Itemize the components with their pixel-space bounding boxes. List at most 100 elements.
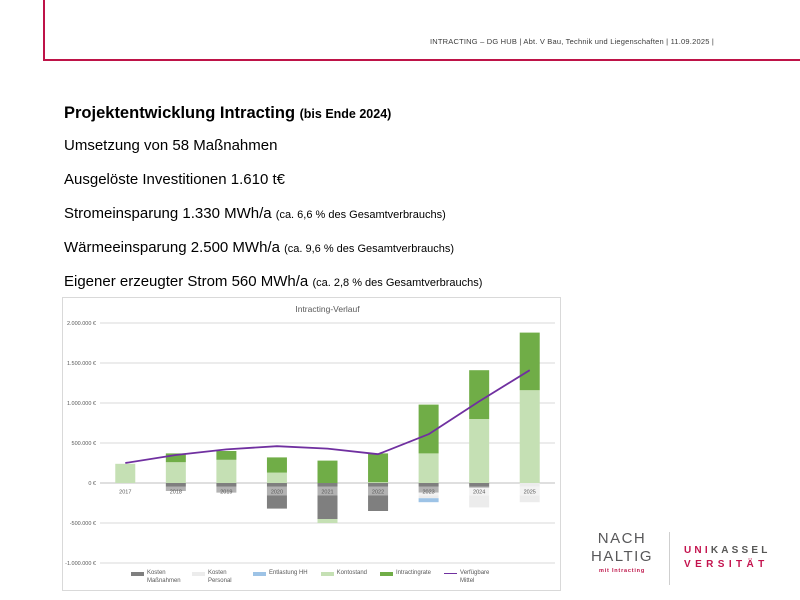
- x-tick-label: 2020: [271, 490, 283, 496]
- x-tick-label: 2022: [372, 490, 384, 496]
- x-tick-label: 2024: [473, 490, 485, 496]
- y-tick-label: -500.000 €: [70, 521, 96, 527]
- x-tick-label: 2018: [170, 490, 182, 496]
- x-label-bg: [112, 486, 139, 496]
- bar-segment: [368, 482, 389, 483]
- bar-segment: [519, 390, 540, 483]
- x-tick-label: 2025: [524, 490, 536, 496]
- y-tick-label: 2.000.000 €: [67, 321, 96, 327]
- legend-label: Kontostand: [336, 570, 367, 576]
- legend-item: Intractingrate: [380, 570, 431, 578]
- bar-segment: [216, 451, 237, 460]
- bar-segment: [368, 483, 389, 511]
- bar-segment: [317, 460, 338, 483]
- legend-label: Verfügbare Mittel: [460, 570, 490, 584]
- legend-swatch: [191, 571, 205, 576]
- page-title-suffix: (bis Ende 2024): [299, 107, 392, 121]
- y-tick-label: 1.500.000 €: [67, 361, 96, 367]
- bar-segment: [469, 483, 490, 488]
- legend-label: Kosten Maßnahmen: [146, 570, 181, 584]
- unikassel-line1: UNIKASSEL: [684, 545, 771, 556]
- x-label-bg: [365, 486, 392, 496]
- chart-canvas: 2.000.000 € 1.500.000 € 1.000.000 € 500.000…: [65, 304, 555, 567]
- bar-segment: [266, 457, 287, 473]
- x-label-bg: [162, 486, 189, 496]
- x-tick-label: 2019: [220, 490, 232, 496]
- intracting-chart: 2.000.000 € 1.500.000 € 1.000.000 € 500.000…: [62, 297, 561, 591]
- fact-note: (ca. 2,8 % des Gesamtverbrauchs): [312, 277, 483, 289]
- bar-segment: [317, 519, 338, 523]
- fact-text: Stromeinsparung 1.330 MWh/a: [64, 205, 276, 222]
- x-label-bg: [466, 486, 493, 496]
- fact-note: (ca. 9,6 % des Gesamtverbrauchs): [284, 243, 455, 255]
- page-title-main: Projektentwicklung Intracting: [64, 104, 300, 122]
- x-tick-label: 2021: [321, 490, 333, 496]
- legend-swatch: [444, 572, 458, 575]
- legend-item: Entlastung HH: [252, 570, 308, 578]
- bar-segment: [165, 462, 186, 483]
- bar-segment: [418, 483, 439, 493]
- legend-item: Kosten Personal: [191, 570, 240, 585]
- x-label-bg: [516, 486, 543, 496]
- bar-segment: [266, 483, 287, 509]
- page-title: Projektentwicklung Intracting (bis Ende …: [64, 102, 624, 125]
- fact-text: Umsetzung von 58 Maßnahmen: [64, 137, 278, 154]
- legend-swatch: [320, 571, 334, 576]
- bar-segment: [216, 459, 237, 483]
- bar-segment: [418, 453, 439, 483]
- unikassel-kassel: KASSEL: [710, 545, 771, 556]
- trend-line-verfuegbare-mittel: [125, 369, 531, 464]
- y-tick-label: 0 €: [88, 481, 96, 487]
- chart-legend: Kosten Maßnahmen Kosten Personal Entlastun…: [63, 570, 560, 585]
- bar-segment: [368, 453, 389, 483]
- brand-vertical-rule: [43, 0, 45, 60]
- fact-text: Wärmeeinsparung 2.500 MWh/a: [64, 239, 285, 256]
- nachhaltig-line1: NACH: [597, 530, 647, 547]
- x-label-bg: [314, 486, 341, 496]
- unikassel-line2: VERSITÄT: [684, 559, 769, 570]
- legend-swatch: [130, 571, 144, 576]
- unikassel-uni: UNI: [684, 545, 711, 556]
- fact-line-investitionen: Ausgelöste Investitionen 1.610 t€: [64, 169, 624, 192]
- brand-horizontal-rule: [43, 59, 800, 61]
- x-label-bg: [263, 486, 290, 496]
- bar-segment: [266, 472, 287, 483]
- x-label-bg: [415, 486, 442, 496]
- nachhaltig-line2: HALTIG: [590, 547, 654, 565]
- legend-item: Kontostand: [320, 570, 367, 578]
- fact-line-stromeinsparung: Stromeinsparung 1.330 MWh/a (ca. 6,6 % d…: [64, 203, 624, 226]
- bar-segment: [519, 483, 540, 503]
- x-tick-label: 2017: [119, 490, 131, 496]
- y-tick-label: -1.000.000 €: [65, 561, 96, 566]
- fact-line-waermeeinsparung: Wärmeeinsparung 2.500 MWh/a (ca. 9,6 % d…: [64, 237, 624, 260]
- legend-label: Entlastung HH: [268, 570, 308, 576]
- bar-segment: [317, 483, 338, 519]
- unikassel-logo: UNIKASSEL VERSITÄT: [684, 545, 771, 570]
- bar-segment: [519, 332, 540, 391]
- nachhaltig-logo: NACH HALTIG mit Intracting: [584, 530, 660, 574]
- legend-label: Kosten Personal: [207, 570, 232, 584]
- bar-segment: [418, 492, 439, 499]
- fact-text: Ausgelöste Investitionen 1.610 t€: [64, 171, 285, 188]
- fact-line-eigener-strom: Eigener erzeugter Strom 560 MWh/a (ca. 2…: [64, 271, 624, 294]
- bar-segment: [469, 487, 490, 508]
- fact-text: Eigener erzeugter Strom 560 MWh/a: [64, 273, 313, 290]
- bar-segment: [469, 370, 490, 419]
- legend-swatch: [252, 571, 266, 576]
- bar-segment: [216, 483, 237, 493]
- x-tick-label: 2023: [422, 490, 434, 496]
- legend-swatch: [380, 571, 393, 576]
- bar-segment: [165, 483, 186, 491]
- header-meta: INTRACTING – DG HUB | Abt. V Bau, Techni…: [429, 37, 714, 46]
- bar-segment: [418, 498, 439, 503]
- legend-item: Verfügbare Mittel: [444, 570, 492, 585]
- logo-divider: [669, 532, 670, 585]
- y-tick-label: 1.000.000 €: [67, 401, 96, 407]
- bar-segment: [469, 419, 490, 483]
- y-tick-label: 500.000 €: [72, 441, 96, 447]
- bar-segment: [418, 404, 439, 454]
- x-label-bg: [213, 486, 240, 496]
- legend-item: Kosten Maßnahmen: [130, 570, 181, 585]
- slide-body: Projektentwicklung Intracting (bis Ende …: [64, 102, 624, 305]
